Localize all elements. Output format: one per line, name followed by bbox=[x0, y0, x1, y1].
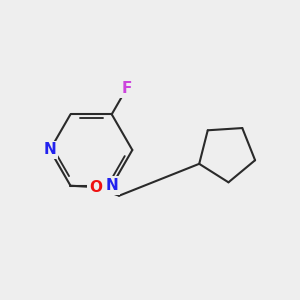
Text: N: N bbox=[44, 142, 56, 158]
Text: N: N bbox=[105, 178, 118, 193]
Text: F: F bbox=[121, 81, 132, 96]
Text: O: O bbox=[89, 180, 102, 195]
